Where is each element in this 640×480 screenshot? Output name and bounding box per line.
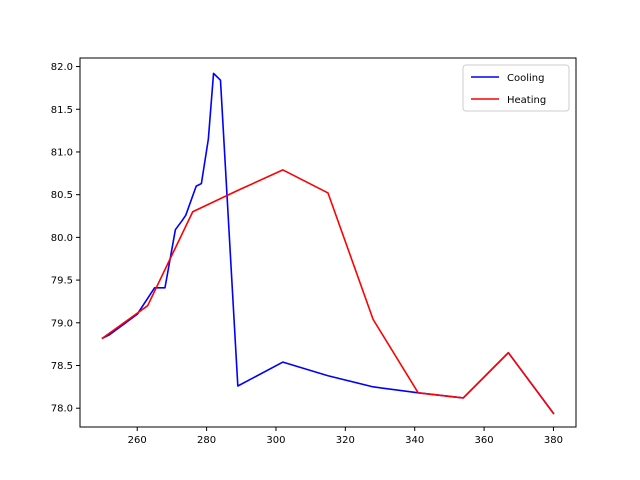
x-tick-label: 360 bbox=[475, 435, 494, 446]
y-tick-label: 78.0 bbox=[51, 404, 73, 415]
y-axis-ticks: 78.0 78.5 79.0 79.5 80.0 80.5 81.0 81.5 82.0 bbox=[51, 62, 80, 415]
legend: Cooling Heating bbox=[462, 64, 570, 112]
series-line-heating bbox=[101, 169, 555, 415]
y-tick-label: 82.0 bbox=[51, 62, 73, 73]
y-tick-label: 79.5 bbox=[51, 276, 73, 287]
x-tick-label: 320 bbox=[336, 435, 355, 446]
axes-frame bbox=[79, 57, 577, 428]
y-tick-label: 81.0 bbox=[51, 147, 73, 158]
axes-layer bbox=[79, 57, 577, 428]
plot-area bbox=[80, 58, 576, 427]
legend-label-heating: Heating bbox=[507, 95, 546, 106]
x-tick-label: 340 bbox=[405, 435, 424, 446]
series-line-cooling bbox=[101, 72, 555, 415]
x-axis-ticks: 260 280 300 320 340 360 380 bbox=[128, 427, 563, 446]
x-tick-label: 300 bbox=[266, 435, 285, 446]
legend-label-cooling: Cooling bbox=[507, 73, 544, 84]
y-tick-label: 78.5 bbox=[51, 361, 73, 372]
series-layer bbox=[101, 72, 555, 415]
y-tick-label: 81.5 bbox=[51, 105, 73, 116]
y-tick-label: 80.5 bbox=[51, 190, 73, 201]
x-tick-label: 280 bbox=[197, 435, 216, 446]
x-tick-label: 380 bbox=[544, 435, 563, 446]
x-tick-label: 260 bbox=[128, 435, 147, 446]
y-tick-label: 79.0 bbox=[51, 318, 73, 329]
y-tick-label: 80.0 bbox=[51, 233, 73, 244]
